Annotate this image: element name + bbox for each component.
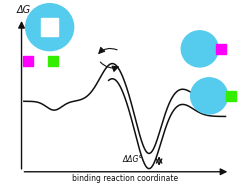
- Ellipse shape: [191, 78, 228, 114]
- Bar: [23, 56, 33, 66]
- Ellipse shape: [26, 4, 74, 51]
- Bar: [41, 18, 58, 36]
- Bar: [226, 91, 236, 101]
- Text: ΔG: ΔG: [17, 5, 31, 15]
- Bar: [216, 44, 227, 54]
- Text: binding reaction coordinate: binding reaction coordinate: [72, 174, 178, 183]
- Bar: [48, 56, 58, 66]
- Ellipse shape: [181, 31, 218, 67]
- Text: ΔΔG°: ΔΔG°: [122, 155, 143, 164]
